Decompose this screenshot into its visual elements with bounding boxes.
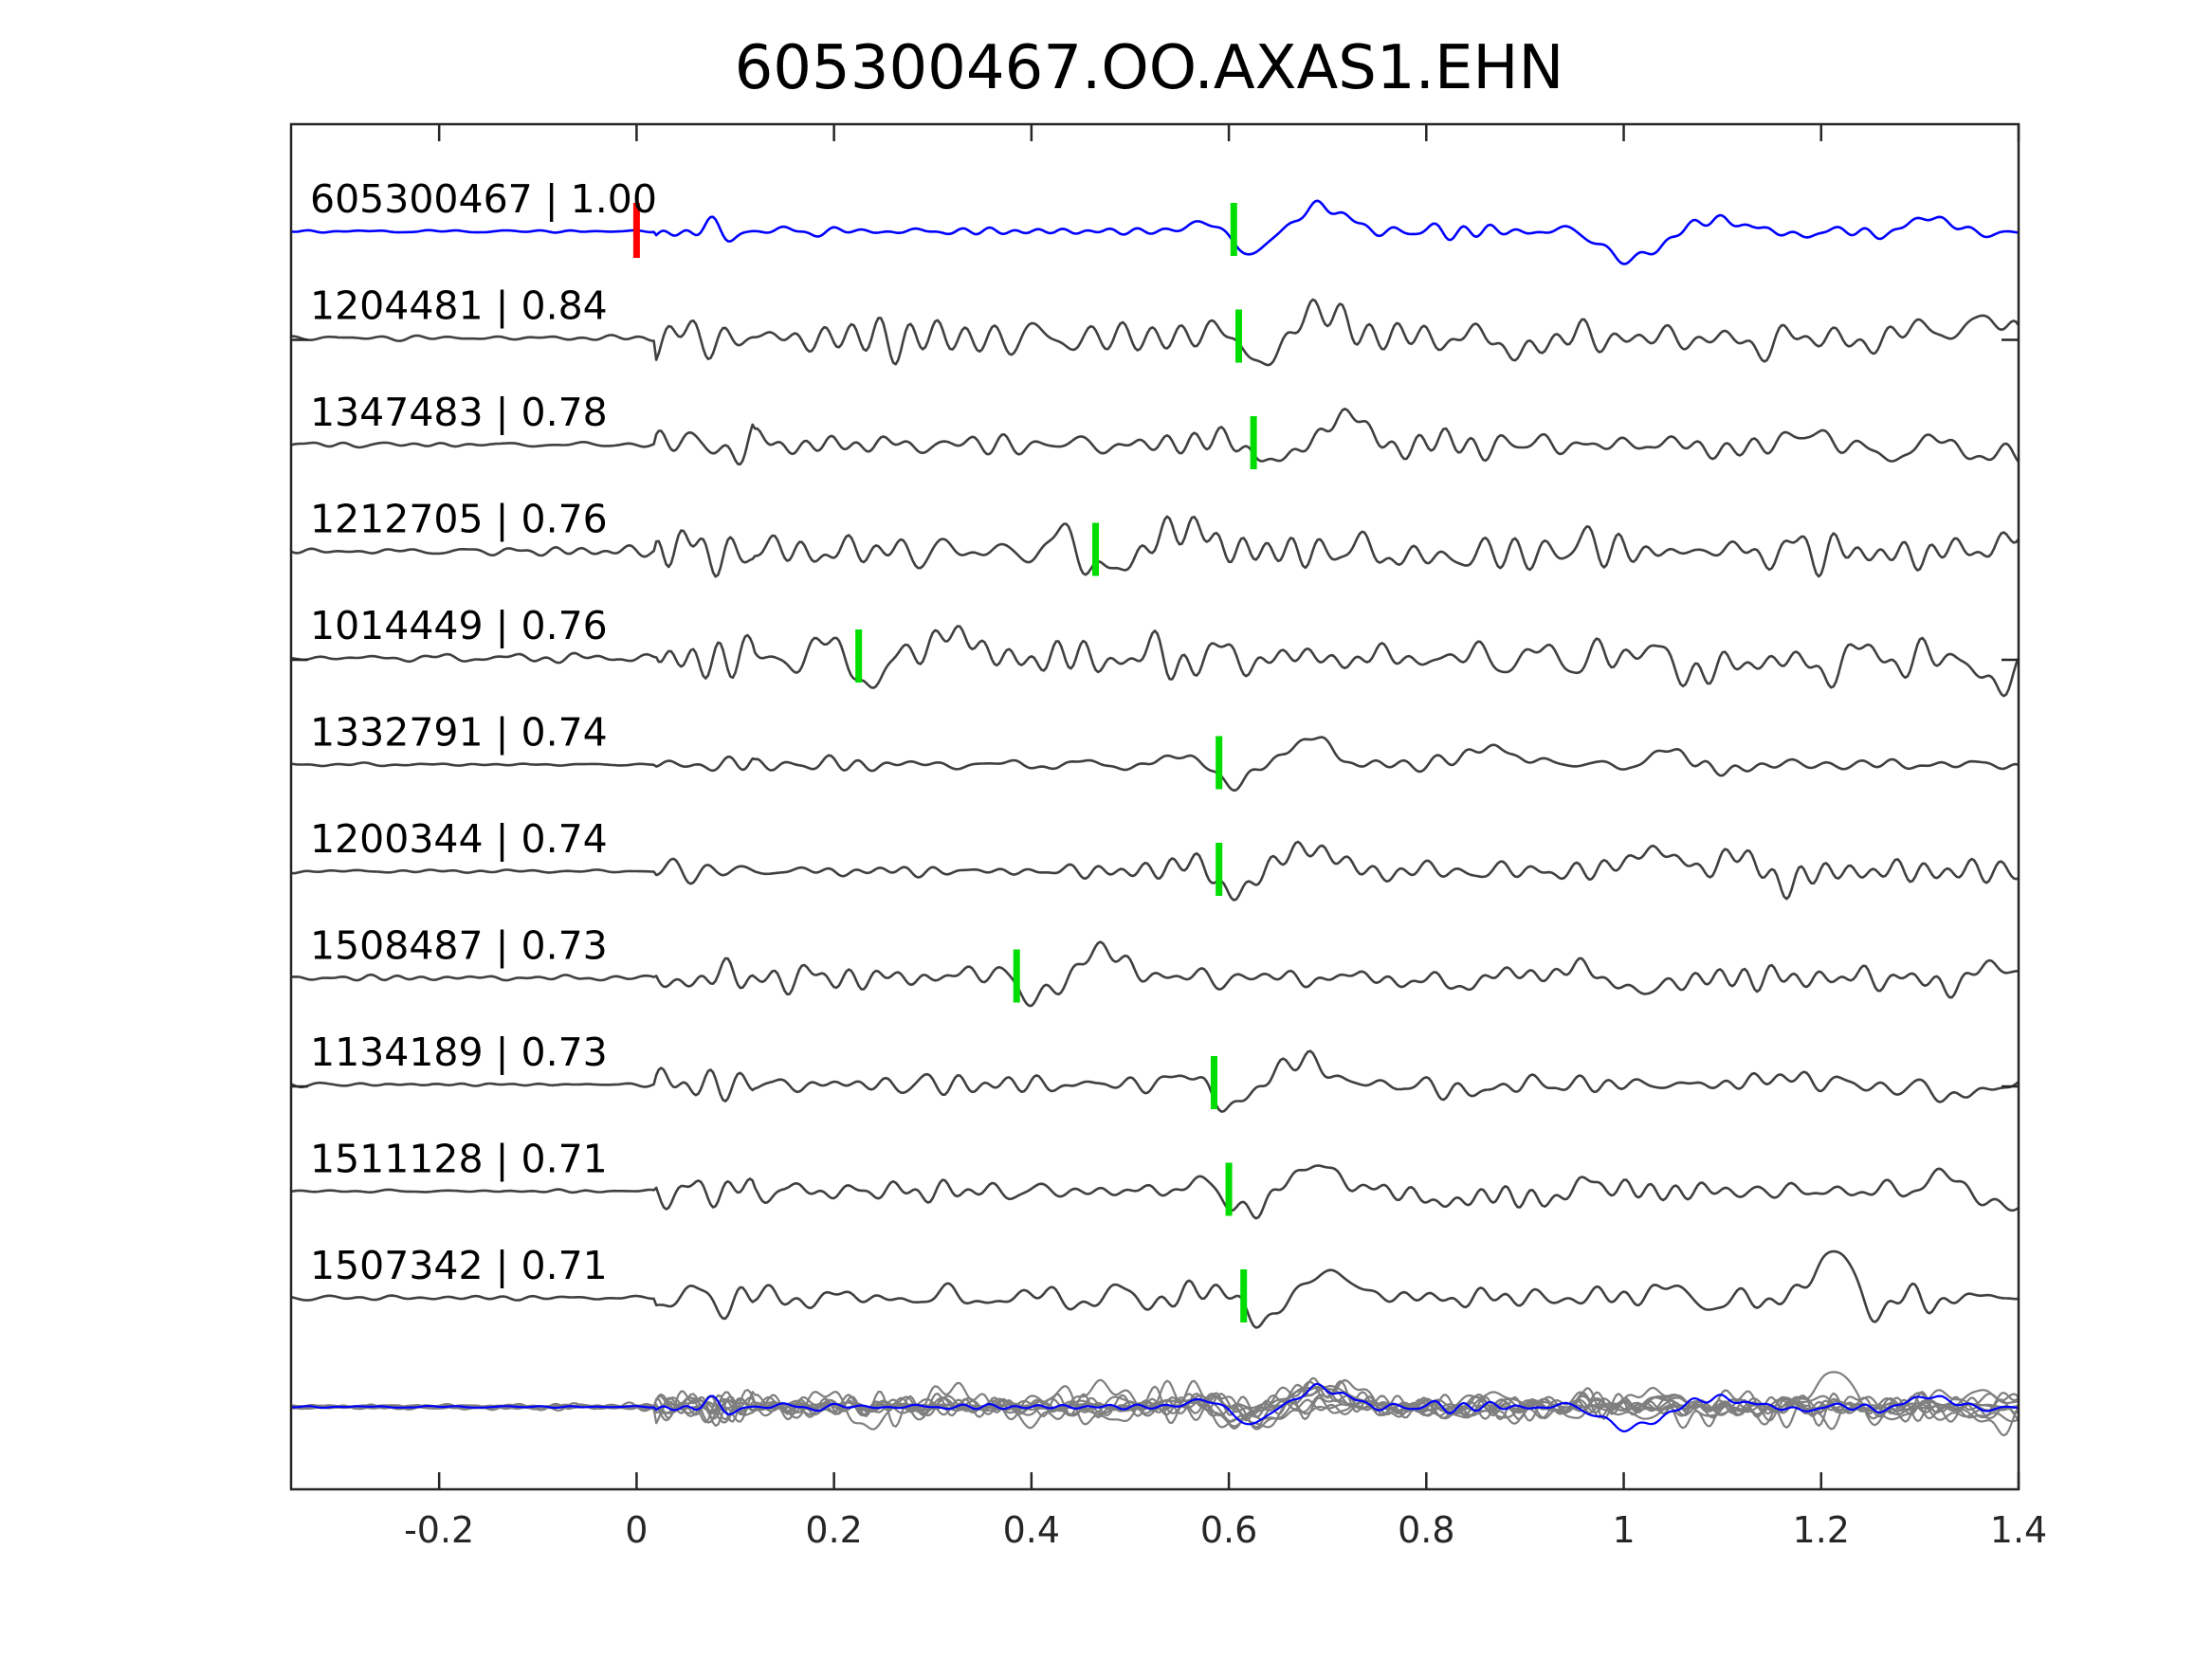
x-tick-label: -0.2 — [404, 1509, 474, 1551]
waveform-trace-1200344 — [290, 840, 2020, 902]
waveform-trace-1332791 — [290, 736, 2020, 793]
trace-label-1200344: 1200344 | 0.74 — [310, 816, 608, 862]
stack-trace-master-605300467 — [290, 1382, 2020, 1432]
waveform-trace-1511128 — [290, 1164, 2020, 1220]
waveform-traces — [290, 199, 2020, 1329]
x-tick-label: 1.2 — [1793, 1509, 1850, 1551]
trace-labels: 605300467 | 1.00 1204481 | 0.84 1347483 | … — [310, 176, 657, 1288]
trace-label-1347483: 1347483 | 0.78 — [310, 390, 608, 435]
stacked-waveforms — [290, 1371, 2020, 1437]
x-tick-label: 0.6 — [1200, 1509, 1257, 1551]
trace-label-1332791: 1332791 | 0.74 — [310, 710, 608, 756]
waveform-trace-1204481 — [291, 298, 2020, 367]
trace-label-1508487: 1508487 | 0.73 — [310, 923, 608, 969]
plot-area-frame — [289, 122, 2020, 1491]
waveform-trace-1347483 — [290, 408, 2020, 466]
x-tick-label: 1.4 — [1990, 1509, 2047, 1551]
trace-label-1204481: 1204481 | 0.84 — [310, 283, 608, 329]
trace-label-1014449: 1014449 | 0.76 — [310, 603, 608, 648]
x-tick-label: 0.4 — [1003, 1509, 1060, 1551]
x-tick-label: 1 — [1612, 1509, 1635, 1551]
trace-label-1511128: 1511128 | 0.71 — [310, 1137, 608, 1182]
x-tick-label: 0.8 — [1398, 1509, 1454, 1551]
trace-label-605300467: 605300467 | 1.00 — [310, 176, 657, 222]
trace-label-1507342: 1507342 | 0.71 — [310, 1243, 608, 1288]
chart-title: 605300467.OO.AXAS1.EHN — [735, 33, 1564, 103]
pick-markers — [632, 203, 1257, 1322]
waveform-trace-1014449 — [290, 625, 2020, 698]
waveform-trace-1134189 — [290, 1049, 2020, 1113]
trace-label-1212705: 1212705 | 0.76 — [310, 497, 608, 542]
waveform-trace-605300467 — [290, 199, 2020, 265]
waveform-trace-1507342 — [290, 1249, 2020, 1329]
trace-label-1134189: 1134189 | 0.73 — [310, 1030, 608, 1075]
x-axis: -0.2 0 0.2 0.4 0.6 0.8 1 1.2 1.4 — [291, 124, 2047, 1551]
x-tick-label: 0 — [625, 1509, 648, 1551]
waveform-trace-1508487 — [290, 940, 2020, 1008]
x-tick-label: 0.2 — [805, 1509, 862, 1551]
waveform-trace-1212705 — [290, 515, 2020, 578]
